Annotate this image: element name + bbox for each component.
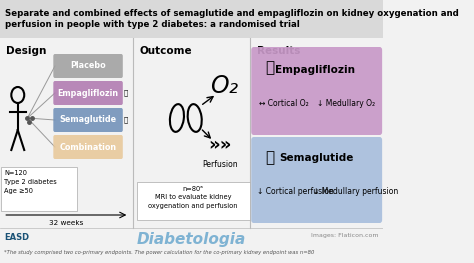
Text: O₂: O₂ — [210, 74, 239, 98]
Text: n=80ᵃ
MRI to evaluate kidney
oxygenation and perfusion: n=80ᵃ MRI to evaluate kidney oxygenation… — [148, 186, 238, 209]
Text: Perfusion: Perfusion — [202, 160, 237, 169]
Text: 💉: 💉 — [265, 150, 274, 165]
Text: Placebo: Placebo — [70, 62, 106, 70]
Text: 32 weeks: 32 weeks — [49, 220, 83, 226]
FancyBboxPatch shape — [53, 81, 123, 105]
Text: Outcome: Outcome — [140, 46, 192, 56]
FancyBboxPatch shape — [251, 47, 382, 135]
Text: 💉: 💉 — [124, 117, 128, 123]
Text: ↔ Cortical O₂: ↔ Cortical O₂ — [258, 99, 308, 109]
Text: Empagliflozin: Empagliflozin — [275, 65, 355, 75]
FancyBboxPatch shape — [53, 108, 123, 132]
Text: »»: »» — [208, 136, 231, 154]
Text: ↓ Medullary perfusion: ↓ Medullary perfusion — [313, 188, 399, 196]
Text: Semaglutide: Semaglutide — [60, 115, 117, 124]
Text: Results: Results — [257, 46, 301, 56]
Text: EASD: EASD — [4, 233, 29, 242]
Text: 💊: 💊 — [124, 90, 128, 96]
Text: Separate and combined effects of semaglutide and empagliflozin on kidney oxygena: Separate and combined effects of semaglu… — [5, 9, 459, 29]
Text: ↓ Cortical perfusion: ↓ Cortical perfusion — [257, 188, 334, 196]
FancyBboxPatch shape — [0, 0, 383, 38]
FancyBboxPatch shape — [53, 135, 123, 159]
Text: Combination: Combination — [60, 143, 117, 151]
FancyBboxPatch shape — [251, 137, 382, 223]
Text: *The study comprised two co-primary endpoints. The power calculation for the co-: *The study comprised two co-primary endp… — [4, 250, 314, 255]
Text: 🧪: 🧪 — [265, 60, 274, 75]
Text: Diabetologia: Diabetologia — [137, 232, 246, 247]
Text: N=120
Type 2 diabetes
Age ≥50: N=120 Type 2 diabetes Age ≥50 — [4, 170, 57, 194]
FancyBboxPatch shape — [53, 54, 123, 78]
FancyBboxPatch shape — [137, 182, 250, 220]
Text: Images: Flaticon.com: Images: Flaticon.com — [311, 233, 379, 238]
Text: Design: Design — [7, 46, 47, 56]
FancyBboxPatch shape — [1, 167, 77, 211]
Text: ↓ Medullary O₂: ↓ Medullary O₂ — [317, 99, 375, 109]
Text: Empagliflozin: Empagliflozin — [57, 89, 118, 98]
Text: Semaglutide: Semaglutide — [280, 153, 354, 163]
